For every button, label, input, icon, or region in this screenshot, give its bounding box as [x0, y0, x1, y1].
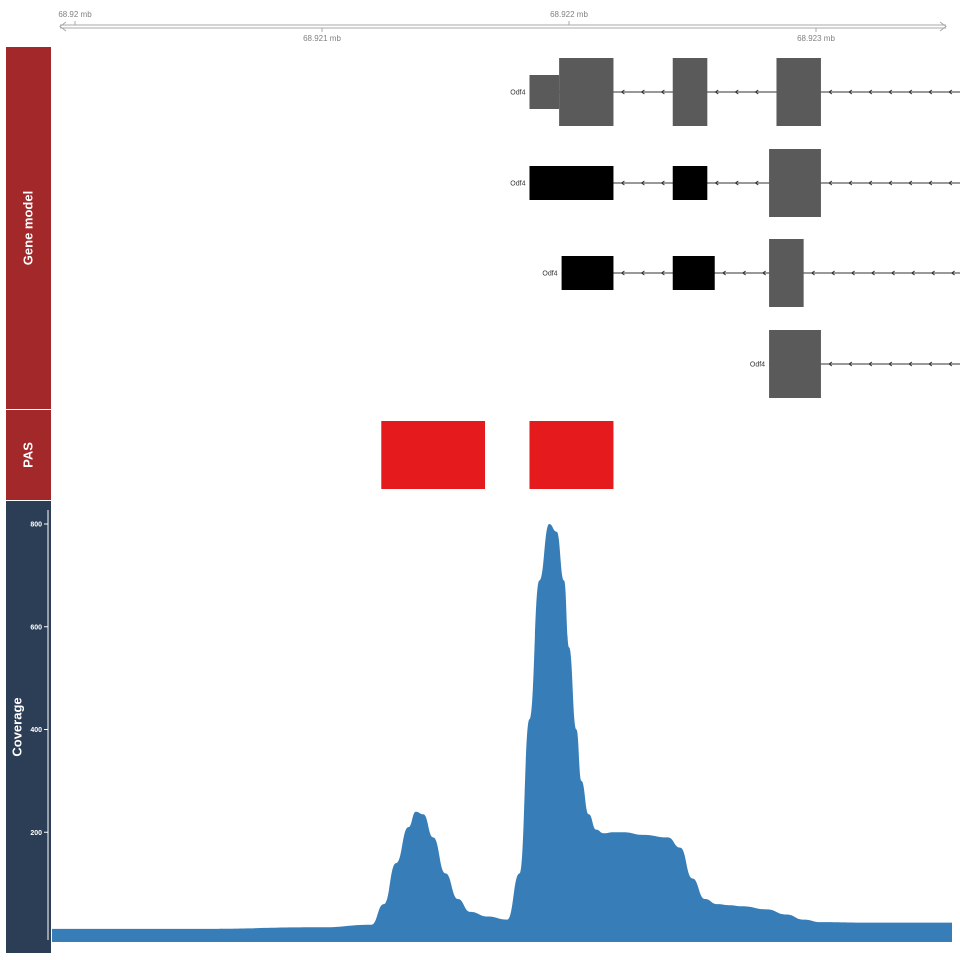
strand-arrow-icon: [620, 270, 625, 276]
transcript: Odf4: [750, 330, 960, 398]
gene-model-panel: [6, 47, 51, 409]
exon: [529, 75, 560, 109]
gene-model-track: Odf4 Odf4 Odf4 Odf4: [510, 58, 960, 398]
axis-right-arrow-icon: [939, 21, 947, 32]
strand-arrow-icon: [848, 89, 853, 95]
transcript-label: Odf4: [510, 181, 525, 188]
strand-arrow-icon: [950, 270, 955, 276]
gene-model-title: Gene model: [20, 191, 35, 265]
strand-arrow-icon: [870, 270, 875, 276]
transcript-label: Odf4: [510, 90, 525, 97]
strand-arrow-icon: [620, 89, 625, 95]
strand-arrow-icon: [908, 361, 913, 367]
transcript: Odf4: [510, 58, 960, 126]
strand-arrow-icon: [948, 361, 953, 367]
strand-arrow-icon: [761, 270, 767, 276]
strand-arrow-icon: [908, 180, 913, 186]
strand-arrow-icon: [660, 180, 665, 186]
strand-arrow-icon: [828, 361, 833, 367]
coverage-track: [52, 524, 952, 942]
transcript-label: Odf4: [542, 271, 557, 278]
strand-arrow-icon: [828, 180, 833, 186]
transcript: Odf4: [542, 239, 960, 307]
pas-title: PAS: [20, 442, 35, 468]
strand-arrow-icon: [714, 89, 719, 95]
exon: [769, 149, 821, 217]
exon: [561, 256, 614, 290]
axis-tick-label: 68.921 mb: [303, 34, 341, 43]
strand-arrow-icon: [868, 180, 873, 186]
pas-site: [381, 421, 486, 489]
strand-arrow-icon: [810, 270, 815, 276]
exon: [672, 256, 715, 290]
coverage-title: Coverage: [9, 697, 24, 756]
strand-arrow-icon: [888, 180, 893, 186]
strand-arrow-icon: [888, 361, 893, 367]
strand-arrow-icon: [830, 270, 835, 276]
strand-arrow-icon: [660, 89, 665, 95]
strand-arrow-icon: [828, 89, 833, 95]
strand-arrow-icon: [640, 89, 645, 95]
strand-arrow-icon: [640, 180, 645, 186]
coverage-y-tick-label: 400: [30, 727, 42, 734]
pas-panel: [6, 410, 51, 500]
axis-left-arrow-icon: [59, 21, 67, 32]
strand-arrow-icon: [868, 89, 873, 95]
strand-arrow-icon: [754, 89, 759, 95]
strand-arrow-icon: [868, 361, 873, 367]
coverage-panel: [6, 501, 51, 953]
strand-arrow-icon: [948, 180, 953, 186]
strand-arrow-icon: [850, 270, 855, 276]
pas-site: [529, 421, 614, 489]
exon: [672, 58, 708, 126]
exon: [672, 166, 708, 200]
coverage-y-tick-label: 800: [30, 522, 42, 529]
exon: [776, 58, 821, 126]
exon: [769, 330, 821, 398]
strand-arrow-icon: [888, 89, 893, 95]
strand-arrow-icon: [660, 270, 665, 276]
pas-track: [381, 421, 614, 489]
strand-arrow-icon: [734, 89, 739, 95]
strand-arrow-icon: [741, 270, 747, 276]
strand-arrow-icon: [928, 89, 933, 95]
strand-arrow-icon: [908, 89, 913, 95]
strand-arrow-icon: [948, 89, 953, 95]
strand-arrow-icon: [928, 180, 933, 186]
axis-tick-label: 68.92 mb: [58, 10, 92, 19]
strand-arrow-icon: [721, 270, 727, 276]
exon: [769, 239, 804, 307]
coverage-y-tick-label: 600: [30, 624, 42, 631]
strand-arrow-icon: [620, 180, 625, 186]
strand-arrow-icon: [848, 180, 853, 186]
transcript: Odf4: [510, 149, 960, 217]
exon: [529, 166, 614, 200]
axis-tick-label: 68.923 mb: [797, 34, 835, 43]
strand-arrow-icon: [928, 361, 933, 367]
strand-arrow-icon: [734, 180, 739, 186]
strand-arrow-icon: [754, 180, 759, 186]
strand-arrow-icon: [640, 270, 645, 276]
strand-arrow-icon: [930, 270, 935, 276]
transcript-label: Odf4: [750, 362, 765, 369]
strand-arrow-icon: [848, 361, 853, 367]
strand-arrow-icon: [910, 270, 915, 276]
strand-arrow-icon: [890, 270, 895, 276]
coverage-y-tick-label: 200: [30, 830, 42, 837]
coverage-area: [52, 524, 952, 942]
exon: [559, 58, 614, 126]
strand-arrow-icon: [714, 180, 719, 186]
axis-tick-label: 68.922 mb: [550, 10, 588, 19]
